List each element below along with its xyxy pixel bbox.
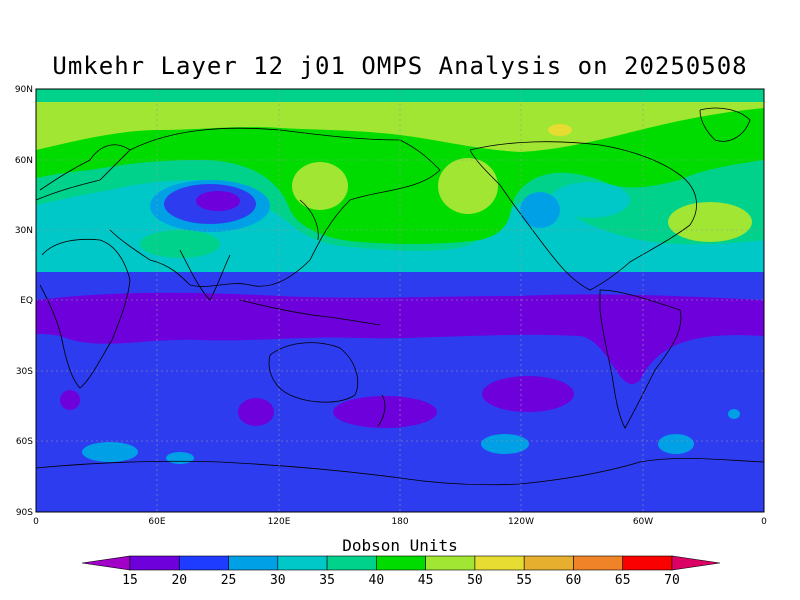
colorbar-swatch [228,555,279,571]
colorbar-title: Dobson Units [342,536,458,555]
lon-label: 180 [391,517,408,527]
colorbar-swatch [523,555,574,571]
lon-label: 60W [633,517,653,527]
colorbar-swatch [326,555,377,571]
lat-label: 30S [16,367,33,377]
colorbar-tick-label: 40 [369,573,385,588]
colorbar-tick-label: 30 [270,573,286,588]
colorbar-tick-label: 15 [122,573,138,588]
lat-label: 30N [15,226,33,236]
map-title: Umkehr Layer 12 j01 OMPS Analysis on 202… [52,52,748,80]
lat-axis: 90N 60N 30N EQ 30S 60S 90S [15,85,33,518]
lat-label: 90S [16,508,33,518]
colorbar-swatch [376,555,426,571]
colorbar-tick-label: 45 [418,573,434,588]
lon-label: 120W [508,517,534,527]
grid [36,89,764,512]
colorbar-tick-label: 50 [467,573,483,588]
coastlines [35,107,765,486]
colorbar-high-arrow [671,555,721,571]
colorbar-swatch [425,555,476,571]
colorbar: 15 20 25 30 35 40 45 50 55 60 65 70 [81,555,721,588]
lat-label: 60N [15,156,33,166]
lon-axis: 0 60E 120E 180 120W 60W 0 [33,517,767,527]
colorbar-swatch [129,555,180,571]
lon-label: 0 [761,517,767,527]
lat-label: EQ [20,296,33,306]
colorbar-tick-label: 55 [516,573,532,588]
colorbar-swatch [573,555,624,571]
colorbar-tick-label: 20 [171,573,187,588]
colorbar-low-arrow [81,555,131,571]
lat-label: 90N [15,85,33,95]
colorbar-tick-label: 25 [221,573,237,588]
colorbar-swatch [178,555,229,571]
colorbar-tick-label: 35 [319,573,335,588]
lat-label: 60S [16,437,33,447]
colorbar-swatch [474,555,525,571]
colorbar-tick-label: 65 [615,573,631,588]
lon-label: 0 [33,517,39,527]
colorbar-tick-label: 70 [664,573,680,588]
colorbar-swatch [277,555,328,571]
colorbar-swatch [622,555,673,571]
lon-label: 120E [268,517,291,527]
colorbar-tick-label: 60 [566,573,582,588]
map-frame [35,88,765,513]
lon-label: 60E [148,517,165,527]
